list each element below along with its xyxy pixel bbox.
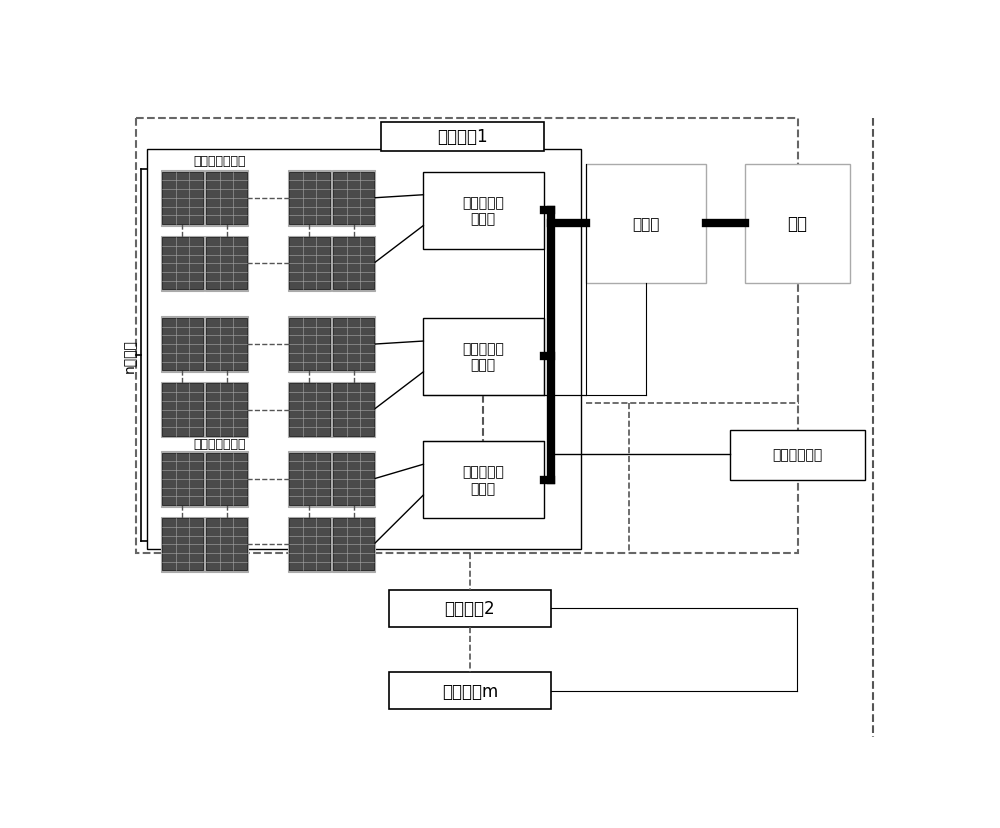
Bar [161, 383, 204, 438]
Bar [289, 238, 330, 290]
Text: 光伏电池板组串: 光伏电池板组串 [193, 438, 246, 450]
Bar [206, 238, 247, 290]
Bar [332, 517, 375, 572]
Bar [162, 238, 202, 290]
Bar [288, 383, 331, 438]
Text: 发电单元m: 发电单元m [442, 681, 498, 700]
Text: 数据采集装置: 数据采集装置 [772, 448, 822, 462]
Bar [161, 317, 204, 373]
Bar [332, 317, 375, 373]
Text: 最大功率寻
优装置: 最大功率寻 优装置 [462, 465, 504, 495]
Bar [205, 451, 248, 507]
Bar [289, 384, 330, 436]
Bar [388, 590, 551, 627]
Bar [289, 319, 330, 371]
Bar [289, 518, 330, 570]
Bar [205, 517, 248, 572]
Bar [333, 319, 374, 371]
Text: 光伏电池板组串: 光伏电池板组串 [193, 155, 246, 168]
Bar [205, 171, 248, 226]
Bar [288, 317, 331, 373]
Bar [423, 319, 544, 396]
Bar [289, 453, 330, 505]
Bar [206, 384, 247, 436]
Bar [730, 430, 865, 480]
Bar [332, 451, 375, 507]
Bar [162, 518, 202, 570]
Text: 最大功率寻
优装置: 最大功率寻 优装置 [462, 195, 504, 226]
Bar [161, 171, 204, 226]
Bar [333, 238, 374, 290]
Bar [333, 384, 374, 436]
Bar [381, 123, 544, 152]
Bar [586, 165, 706, 284]
Bar [162, 319, 202, 371]
Bar [333, 172, 374, 224]
Bar [205, 383, 248, 438]
Bar [162, 384, 202, 436]
Bar [162, 453, 202, 505]
Bar [332, 383, 375, 438]
Bar [288, 517, 331, 572]
Bar [423, 172, 544, 249]
Bar [388, 672, 551, 710]
Bar [206, 172, 247, 224]
Text: 发电单元1: 发电单元1 [437, 128, 487, 146]
Bar [288, 236, 331, 291]
Bar [289, 172, 330, 224]
Bar [206, 319, 247, 371]
Text: 最大功率寻
优装置: 最大功率寻 优装置 [462, 342, 504, 372]
Text: n个组串: n个组串 [123, 339, 137, 373]
Bar [333, 453, 374, 505]
Text: 发电单元2: 发电单元2 [445, 599, 495, 618]
Bar [136, 118, 798, 553]
Bar [333, 518, 374, 570]
Bar [161, 236, 204, 291]
Text: 电网: 电网 [787, 215, 807, 233]
Bar [206, 453, 247, 505]
Bar [162, 172, 202, 224]
Bar [205, 317, 248, 373]
Bar [206, 518, 247, 570]
Bar [423, 441, 544, 518]
Bar [161, 517, 204, 572]
Bar [161, 451, 204, 507]
Bar [288, 451, 331, 507]
Bar [205, 236, 248, 291]
Bar [288, 171, 331, 226]
Bar [745, 165, 850, 284]
Text: 逆变器: 逆变器 [632, 216, 659, 232]
Bar [332, 171, 375, 226]
Bar [147, 149, 581, 549]
Bar [332, 236, 375, 291]
